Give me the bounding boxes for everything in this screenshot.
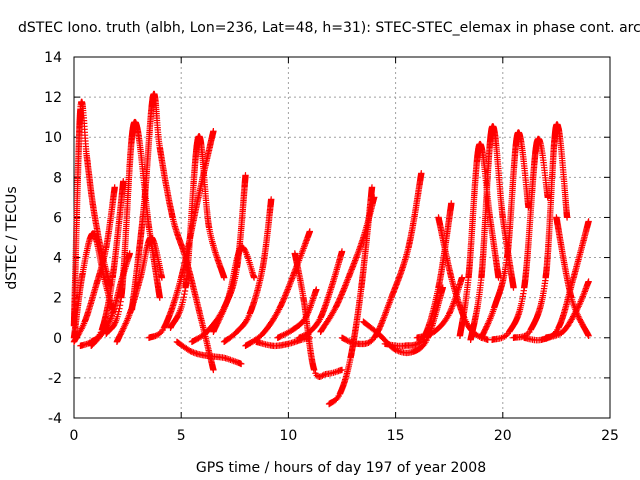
x-tick-label: 15 [387, 428, 405, 444]
x-tick-label: 25 [601, 428, 619, 444]
series-markers [103, 118, 163, 337]
series-markers [456, 140, 502, 339]
y-tick-label: 4 [53, 251, 62, 267]
x-tick-label: 0 [70, 428, 79, 444]
series-arc-27 [456, 140, 502, 339]
series-arc-13 [210, 244, 258, 335]
y-tick-label: 12 [44, 90, 62, 106]
series-arc-30 [488, 135, 551, 343]
series-markers [220, 196, 275, 345]
series-arc-21 [317, 194, 378, 335]
y-tick-label: 6 [53, 210, 62, 226]
series-markers [510, 121, 571, 341]
data-marks [70, 90, 592, 408]
series-markers [210, 244, 258, 335]
y-tick-label: -2 [48, 371, 62, 387]
x-axis-label: GPS time / hours of day 197 of year 2008 [196, 460, 486, 476]
series-markers [291, 250, 346, 380]
series-arc-20 [295, 248, 346, 341]
series-markers [173, 338, 245, 368]
series-markers [488, 135, 551, 343]
series-arc-18 [291, 250, 346, 380]
y-tick-label: 10 [44, 130, 62, 146]
plot-frame [73, 56, 611, 419]
y-tick-label: 8 [53, 170, 62, 186]
x-tick-label: 5 [177, 428, 186, 444]
series-arc-10 [167, 133, 228, 331]
series-markers [553, 214, 592, 339]
series-markers [317, 194, 378, 335]
series-markers [381, 200, 455, 350]
y-tick-label: 2 [53, 291, 62, 307]
axis-ticks: 0 5 10 15 20 25 -4 -2 0 2 4 6 8 10 12 14 [44, 50, 619, 444]
series-arc-06 [103, 118, 163, 337]
chart-title: dSTEC Iono. truth (albh, Lon=236, Lat=48… [18, 20, 640, 36]
x-tick-label: 10 [279, 428, 297, 444]
y-tick-label: 0 [53, 331, 62, 347]
series-arc-31 [510, 121, 571, 341]
series-arc-14 [220, 196, 275, 345]
series-markers [478, 129, 532, 341]
series-arc-24 [381, 200, 455, 350]
series-arc-29 [478, 129, 532, 341]
y-tick-label: 14 [44, 50, 62, 66]
series-arc-11 [173, 338, 245, 368]
series-markers [295, 248, 346, 341]
x-tick-label: 20 [494, 428, 512, 444]
y-axis-label: dSTEC / TECUs [4, 186, 20, 289]
series-arc-34 [553, 214, 592, 339]
y-tick-label: -4 [48, 411, 62, 427]
series-markers [167, 133, 228, 331]
